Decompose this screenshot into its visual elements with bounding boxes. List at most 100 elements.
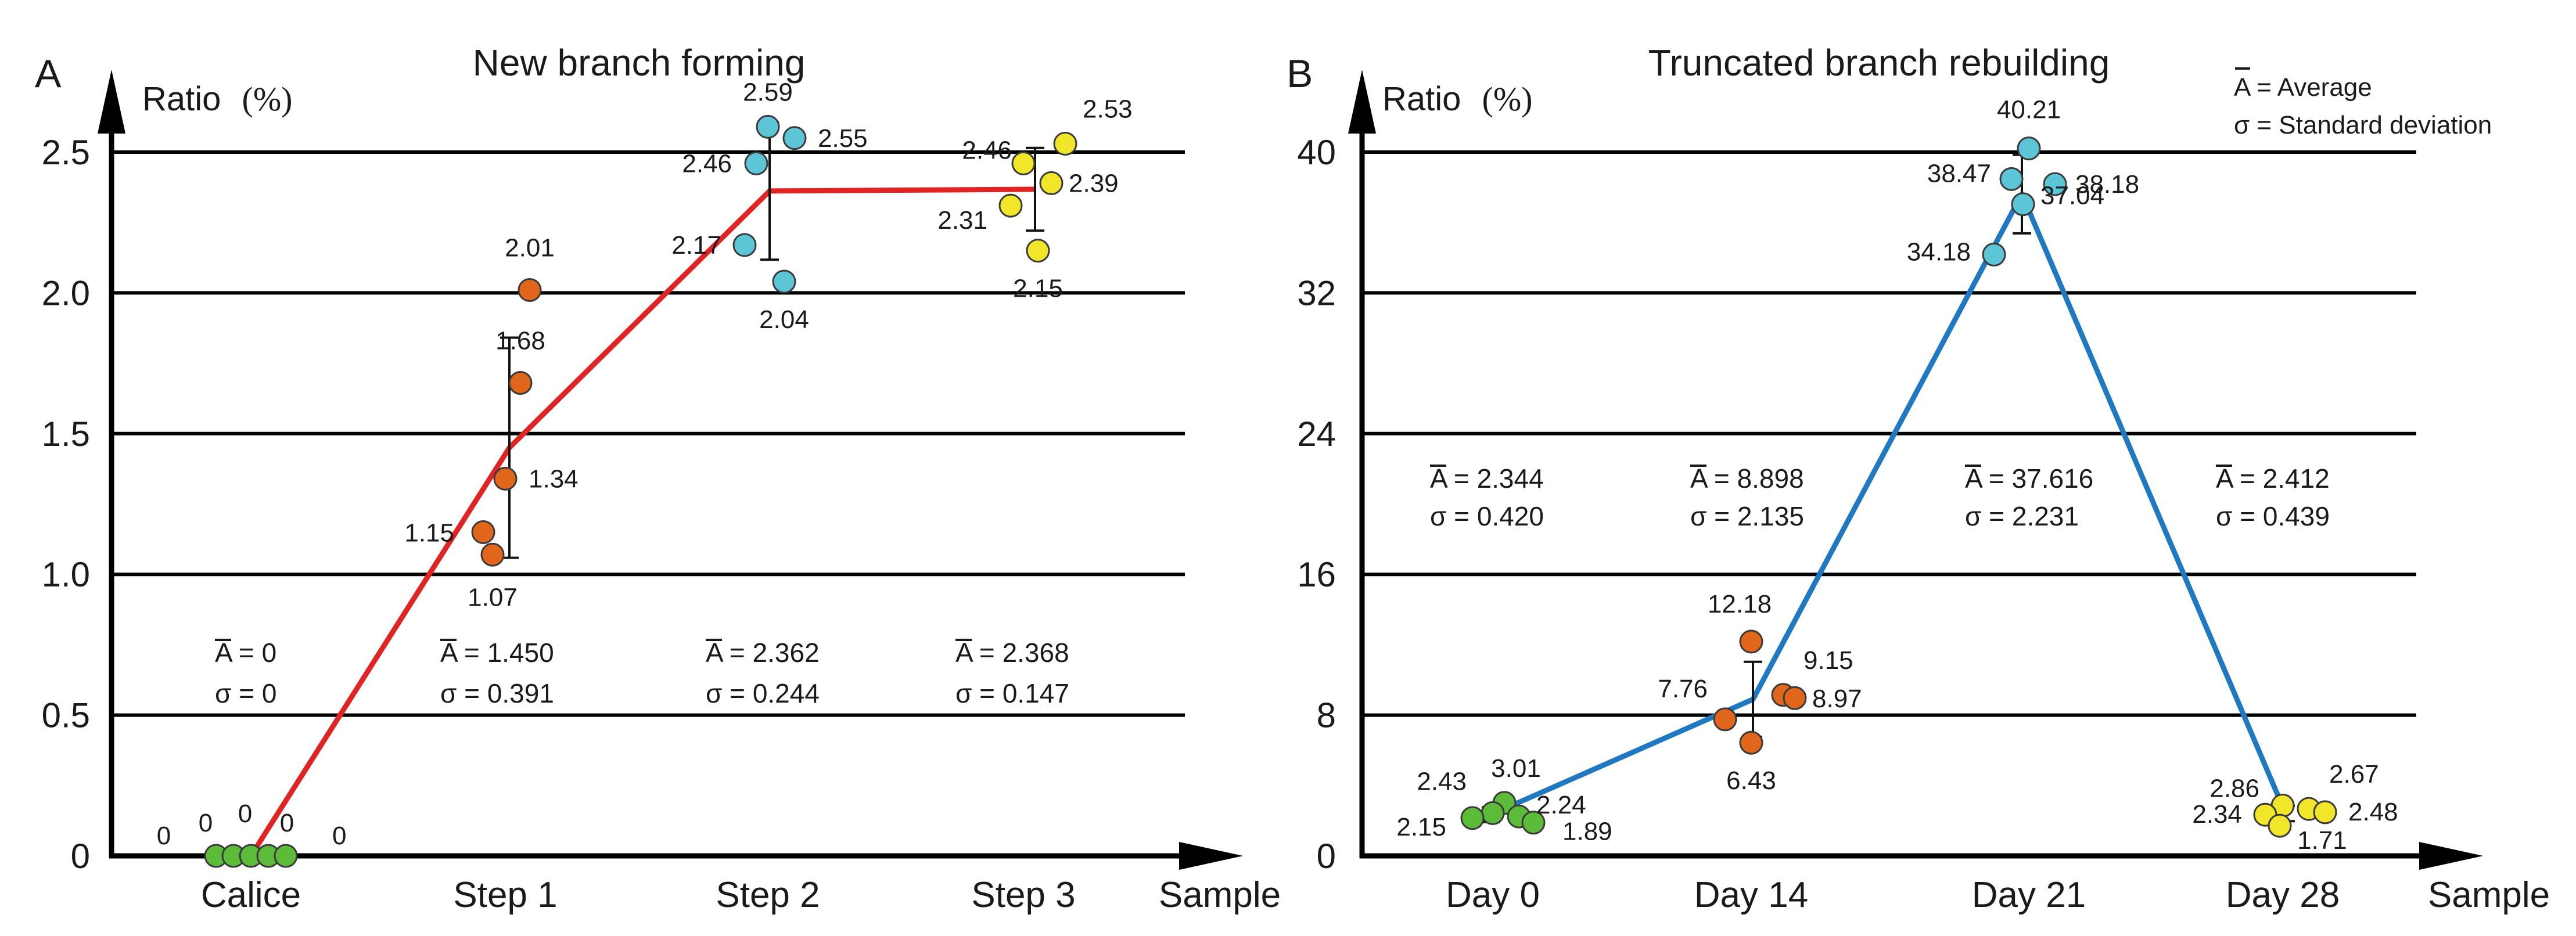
panel-a-letter: A [35,52,62,96]
data-point-label: 3.01 [1491,754,1541,783]
data-point-label: 6.43 [1726,766,1776,795]
x-category-label: Day 28 [2226,875,2340,915]
y-tick-label: 2.0 [42,273,90,312]
panel-b-point-labels: 3.01 2.43 2.24 2.15 1.89 12.18 9.15 8.97 7.76 6.4… [1396,96,2398,855]
data-point-label: 1.89 [1562,818,1612,846]
panel-b-categories: Day 0 Day 14 Day 21 Day 28 [1446,875,2340,915]
data-point-label: 8.97 [1812,685,1862,713]
data-point [274,844,298,868]
y-tick-label: 8 [1317,696,1336,735]
panel-a-trend [249,186,1036,858]
sd-label: σ = 2.135 [1690,501,1804,531]
panel-a-y-axis-arrow [98,70,125,134]
panel-a-ylabel: Ratio (%) [142,80,292,118]
data-point-label: 2.31 [937,206,987,235]
data-point-label: 34.18 [1907,237,1971,266]
data-point [1982,242,2006,267]
data-point-label: 0 [238,800,252,828]
panel-a-point-labels: 0 0 0 0 02.011.681.341.151.072.592.552.462.1… [157,78,1133,850]
x-category-label: Step 2 [716,875,820,915]
sd-label: σ = 0 [215,678,276,708]
data-point [1521,811,1546,835]
data-point-label: 2.01 [505,234,555,262]
panel-b-ylabel: Ratio (%) [1382,80,1532,118]
panel-b-error-bars [1482,153,2295,823]
y-tick-label: 0.5 [42,696,90,735]
data-point-label: 0 [199,809,213,837]
data-point-label: 9.15 [1803,646,1853,675]
panel-b-gridlines [1362,150,2416,717]
data-point-label: 0 [280,809,294,837]
data-point-label: 2.39 [1069,169,1119,197]
data-point [2313,800,2337,825]
panel-b-stats: A = 2.344 σ = 0.420 A = 8.898 σ = 2.135 A = … [1430,463,2330,531]
sd-label: σ = 0.439 [2216,501,2330,531]
x-category-label: Step 3 [971,875,1075,915]
data-point [2043,172,2067,196]
y-tick-label: 40 [1297,133,1336,172]
data-point-label: 2.67 [2329,760,2379,789]
panel-b-title: Truncated branch rebuilding [1648,42,2110,84]
data-point-label: 2.55 [818,124,868,153]
y-tick-label: 24 [1297,415,1336,453]
data-point-label: 2.04 [759,305,809,334]
y-tick-label: 1.0 [42,555,90,594]
panel-b-y-axis-arrow [1348,70,1376,134]
data-point-label: 38.47 [1927,159,1991,188]
panel-a-y-ticks: 0 0.5 1.0 1.5 2.0 2.5 [42,133,90,876]
data-point [1460,806,1485,830]
data-point-label: 2.34 [2192,800,2242,829]
average-label: A = 2.362 [706,638,820,668]
average-trend-line [1490,191,2288,818]
data-point [1999,167,2024,191]
data-point [1039,171,1064,195]
sd-label: σ = 0.420 [1430,501,1544,531]
average-label: A = 37.616 [1965,463,2093,494]
panel-b-points [1460,136,2337,838]
legend-average: A = Average [2234,73,2372,102]
data-point [508,371,533,395]
panel-b-x-axis-arrow [2419,842,2483,870]
panel-a-title: New branch forming [473,42,806,84]
data-point [2011,192,2035,217]
data-point [756,114,780,139]
data-point [772,269,796,294]
data-point-label: 2.15 [1396,813,1446,841]
x-category-label: Day 21 [1972,875,2086,915]
data-point-label: 2.46 [682,149,732,178]
data-point-label: 12.18 [1708,590,1772,618]
data-point-label: 1.15 [404,519,454,547]
data-point-label: 40.21 [1997,96,2061,124]
panel-a-gridlines [112,150,1185,717]
x-category-label: Day 0 [1446,875,1540,915]
data-point [1026,239,1050,263]
data-point-label: 2.48 [2348,798,2398,826]
data-point [782,126,807,150]
panel-b-xlabel: Sample [2428,875,2550,915]
panel-b: B Truncated branch rebuilding Ratio (%) … [1287,42,2550,915]
data-point-label: 7.76 [1658,675,1708,703]
data-point-label: 2.53 [1083,95,1133,123]
sd-label: σ = 0.147 [955,678,1069,708]
x-category-label: Step 1 [453,875,557,915]
data-point-label: 1.68 [495,327,545,355]
data-point [1739,730,1763,755]
data-point-label: 0 [332,822,346,850]
y-tick-label: 32 [1297,273,1336,312]
data-point [1783,686,1807,710]
data-point [732,233,757,257]
panel-a-categories: Calice Step 1 Step 2 Step 3 [201,875,1076,915]
average-label: A = 2.344 [1430,463,1544,494]
panel-a-ylabel-unit: (%) [242,80,293,118]
data-point [1713,707,1737,732]
panel-b-ylabel-unit: (%) [1482,80,1533,118]
average-label: A = 8.898 [1690,463,1804,494]
data-point-label: 0 [157,822,171,850]
data-point-label: 38.18 [2075,170,2139,199]
panel-a: A New branch forming Ratio (%) 0 0.5 1.0 1.… [35,42,1281,915]
data-point [744,151,768,175]
panel-a-ylabel-text: Ratio [142,80,221,118]
sd-label: σ = 0.391 [440,678,554,708]
data-point [1481,801,1505,825]
